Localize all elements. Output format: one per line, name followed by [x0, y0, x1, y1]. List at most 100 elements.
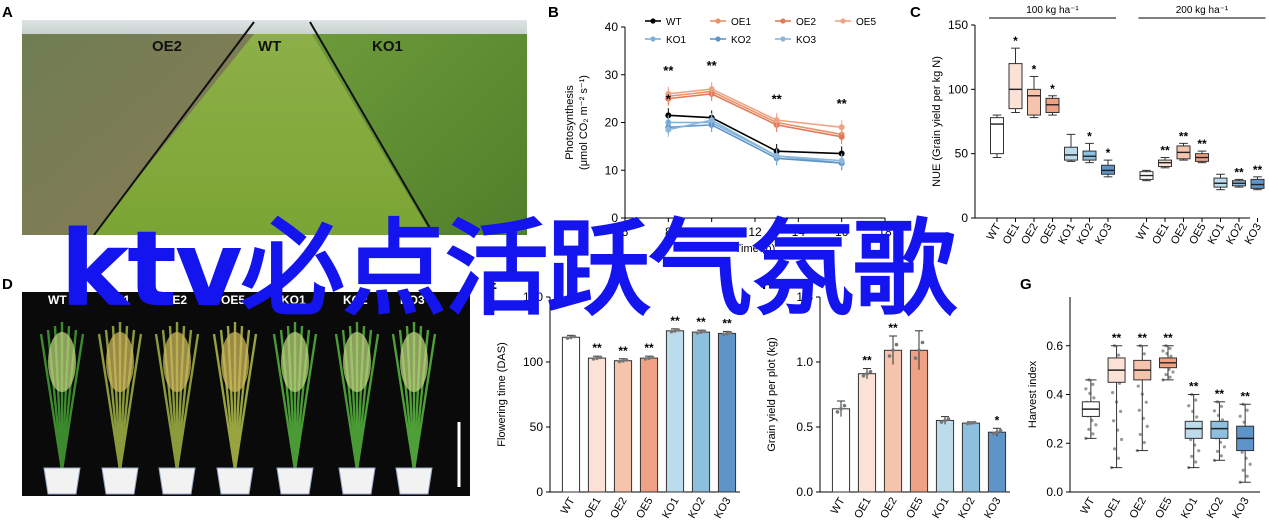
g-dot: [1240, 450, 1244, 454]
e-dot: [617, 359, 622, 364]
f-dot: [868, 369, 873, 374]
b-xtick-label: 8: [665, 225, 672, 239]
c-sig: *: [1106, 146, 1111, 160]
plant-oe2: [154, 322, 200, 495]
b-ytick-label: 40: [605, 20, 619, 34]
b-ytick-label: 20: [605, 116, 619, 130]
e-ytick-label: 50: [530, 420, 544, 434]
c-xtick-label: OE2: [1019, 222, 1040, 247]
chart-e-flowering-time: 0 50 100 150 Flowering time (DAS) WT ** OE1 ** OE…: [496, 290, 740, 521]
g-dot: [1195, 415, 1199, 419]
g-dot: [1171, 370, 1175, 374]
g-dot: [1087, 427, 1091, 431]
f-dot: [965, 421, 970, 426]
g-dot: [1238, 414, 1242, 418]
panel-a-label: A: [2, 4, 13, 21]
c-xtick-label: KO1: [1056, 222, 1077, 247]
b-xtick-label: 16: [835, 225, 849, 239]
f-xtick-label: KO3: [982, 496, 1003, 521]
panel-b-label: B: [548, 4, 559, 21]
plant-stem: [175, 333, 200, 471]
plant-stem: [334, 333, 359, 471]
g-ytick-label: 0.4: [1046, 388, 1063, 402]
b-legend-marker: [715, 36, 721, 42]
b-legend-marker: [780, 18, 786, 24]
e-ylabel: Flowering time (DAS): [496, 342, 508, 447]
e-sig: **: [696, 315, 706, 329]
f-ytick-label: 1.0: [796, 355, 813, 369]
e-bar-ko2: [691, 331, 711, 493]
f-dot: [891, 348, 895, 353]
g-dot: [1092, 396, 1096, 400]
b-xtick-label: 14: [792, 225, 806, 239]
e-dot: [624, 358, 629, 362]
e-bar-oe1: [587, 357, 607, 493]
b-point-oe5: [838, 124, 845, 131]
f-bar-ko3: [987, 431, 1007, 493]
plant-stem: [293, 333, 318, 471]
g-dot: [1138, 432, 1142, 437]
f-xtick-label: WT: [829, 495, 848, 516]
g-dot: [1245, 474, 1249, 478]
e-dot: [650, 355, 655, 360]
g-xtick-label: KO2: [1205, 496, 1226, 521]
b-sig: **: [772, 91, 783, 106]
b-point-oe2: [838, 133, 845, 140]
g-ylabel: Harvest index: [1027, 360, 1039, 428]
e-dot: [621, 358, 625, 363]
e-dot: [721, 332, 726, 336]
plant-ko3: [391, 322, 437, 495]
g-dot: [1111, 419, 1116, 423]
panel-a-label-ko1: KO1: [372, 38, 403, 55]
g-xtick-label: WT: [1079, 495, 1098, 516]
f-bar-oe2: [883, 349, 903, 493]
plant-oe1: [97, 322, 143, 495]
b-legend-label-wt: WT: [666, 17, 682, 28]
g-dot: [1119, 437, 1124, 442]
e-dot: [643, 357, 648, 361]
plant-pot: [395, 467, 433, 495]
chart-c-nue: 0 50 100 150 NUE (Grain yield per kg N) 100 k…: [931, 5, 1266, 247]
e-xtick-label: KO3: [712, 496, 733, 521]
panel-a-label-oe2: OE2: [152, 38, 183, 55]
g-dot: [1142, 440, 1146, 445]
f-dot: [913, 356, 918, 360]
e-ytick-label: 150: [523, 290, 543, 304]
f-sig: *: [995, 413, 1000, 427]
g-dot: [1219, 404, 1224, 408]
g-sig: **: [1163, 331, 1173, 345]
f-dot: [995, 430, 999, 434]
f-xtick-label: KO1: [930, 496, 951, 521]
c-group-label: 100 kg ha⁻¹: [1026, 5, 1079, 16]
chart-g-harvest-index: 0.0 0.2 0.4 0.6 Harvest index WT ** OE1 ** OE2 ** O…: [1027, 297, 1260, 521]
panel-c-label: C: [910, 4, 921, 21]
b-legend-marker: [650, 36, 656, 42]
b-xtick-label: 10: [705, 225, 719, 239]
plant-panicles: [400, 332, 428, 392]
g-dot: [1116, 456, 1121, 460]
panel-a-field-photo: [22, 20, 527, 235]
panel-a-label-wt: WT: [258, 38, 282, 55]
f-sig: **: [888, 321, 898, 335]
overlay-text: ktv必点活跃气氛歌: [60, 208, 957, 330]
g-dot: [1169, 354, 1173, 358]
b-ytick-label: 30: [605, 68, 619, 82]
e-bar-ko1: [665, 330, 685, 493]
g-dot: [1168, 375, 1172, 379]
plant-panicles: [48, 332, 76, 392]
e-xtick-label: OE2: [608, 496, 629, 521]
plant-wt: [39, 322, 85, 495]
f-dot: [839, 407, 843, 411]
b-legend-label-ko1: KO1: [666, 35, 686, 46]
e-bar-oe2: [613, 360, 633, 493]
plant-pot: [216, 467, 254, 495]
b-xtick-label: 6: [622, 225, 629, 239]
f-dot: [865, 371, 869, 376]
e-dot: [673, 329, 677, 333]
g-ko1-box: [1184, 420, 1203, 439]
g-dot: [1197, 449, 1201, 453]
g-ko2-box: [1210, 420, 1229, 439]
panel-e-label: E: [487, 276, 498, 293]
panel-d-label-ko2: KO2: [343, 293, 368, 307]
g-dot: [1248, 462, 1252, 466]
